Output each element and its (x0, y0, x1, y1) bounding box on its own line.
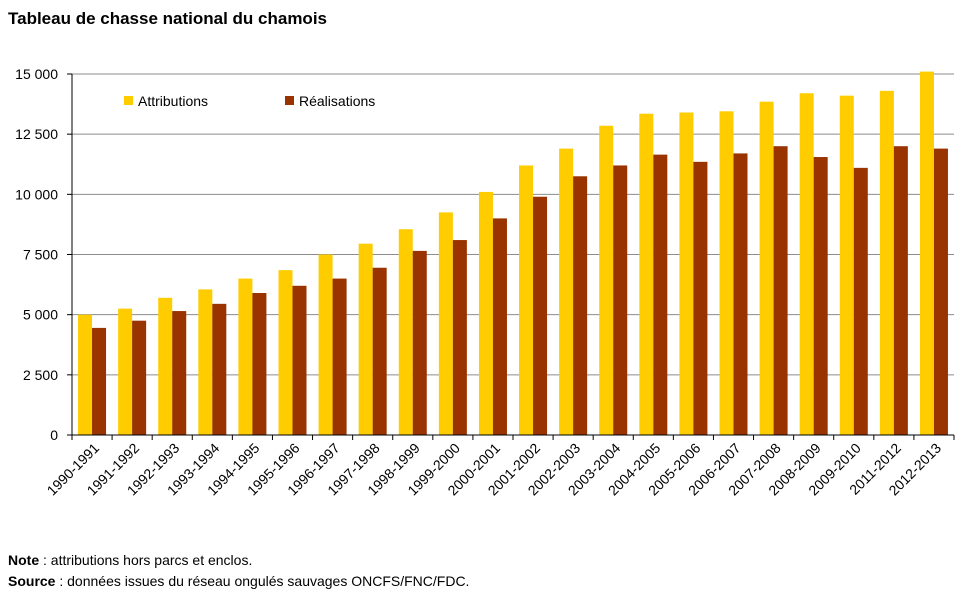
bar-realisations (92, 327, 107, 435)
note-label: Note (8, 552, 40, 568)
bar-attributions (519, 165, 534, 435)
footnotes: Note : attributions hors parcs et enclos… (8, 550, 469, 592)
bar-realisations (613, 165, 628, 435)
note-text: : attributions hors parcs et enclos. (39, 552, 253, 568)
bar-attributions (839, 95, 854, 435)
bars (78, 71, 948, 436)
y-tick-label: 0 (50, 427, 58, 443)
bar-attributions (759, 101, 774, 435)
bar-attributions (198, 289, 213, 435)
bar-realisations (172, 311, 187, 435)
bar-attributions (919, 71, 934, 436)
bar-attributions (238, 278, 253, 435)
bar-attributions (438, 212, 453, 435)
bar-attributions (398, 229, 413, 435)
y-tick-label: 12 500 (15, 126, 58, 142)
bar-attributions (879, 90, 894, 435)
bar-attributions (278, 270, 293, 435)
y-tick-label: 15 000 (15, 66, 58, 82)
bar-attributions (318, 254, 333, 435)
bar-realisations (693, 161, 708, 436)
bar-realisations (573, 176, 588, 436)
legend: Attributions Réalisations (124, 93, 375, 109)
bar-attributions (559, 148, 574, 435)
bar-realisations (212, 303, 227, 435)
source-label: Source (8, 573, 56, 589)
bar-attributions (679, 112, 694, 436)
bar-attributions (118, 308, 133, 435)
bar-attributions (358, 243, 373, 435)
bar-realisations (292, 285, 307, 435)
bar-realisations (452, 240, 467, 435)
note-line: Note : attributions hors parcs et enclos… (8, 550, 469, 571)
bar-realisations (492, 218, 507, 435)
y-tick-label: 5 000 (23, 307, 58, 323)
y-tick-label: 2 500 (23, 367, 58, 383)
bar-realisations (733, 153, 748, 436)
bar-realisations (653, 154, 668, 435)
chart-title: Tableau de chasse national du chamois (8, 9, 327, 28)
legend-label: Réalisations (299, 93, 375, 109)
bar-realisations (372, 267, 387, 435)
y-tick-label: 7 500 (23, 247, 58, 263)
bar-realisations (132, 320, 147, 435)
y-tick-label: 10 000 (15, 186, 58, 202)
bar-realisations (332, 278, 347, 435)
bar-attributions (719, 111, 734, 435)
bar-attributions (158, 297, 173, 435)
bar-attributions (78, 314, 93, 435)
bar-realisations (412, 250, 427, 435)
bar-realisations (893, 146, 908, 435)
bar-attributions (478, 191, 493, 435)
source-text: : données issues du réseau ongulés sauva… (55, 573, 470, 589)
bar-attributions (639, 113, 654, 436)
bar-realisations (773, 146, 788, 435)
bar-realisations (813, 157, 828, 435)
legend-swatch (285, 96, 294, 105)
bar-realisations (533, 196, 548, 435)
bar-attributions (599, 125, 614, 435)
x-tick-labels: 1990-19911991-19921992-19931993-19941994… (44, 435, 955, 498)
bar-attributions (799, 93, 814, 436)
y-tick-labels: 0 2 500 5 000 7 500 10 000 12 500 15 000 (15, 66, 72, 443)
legend-swatch (124, 96, 133, 105)
bar-realisations (933, 148, 948, 435)
legend-label: Attributions (138, 93, 208, 109)
source-line: Source : données issues du réseau ongulé… (8, 571, 469, 592)
bar-realisations (252, 293, 267, 435)
bar-realisations (853, 167, 868, 436)
